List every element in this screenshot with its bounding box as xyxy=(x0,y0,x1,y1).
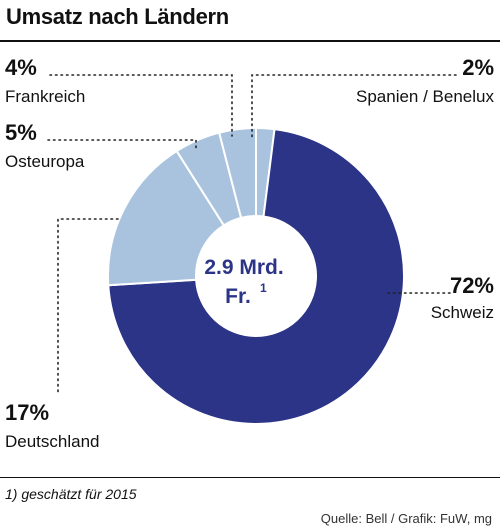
category-label-spanien: Spanien / Benelux xyxy=(356,87,494,106)
leader-lines xyxy=(47,74,457,396)
slice-labels: 4% Frankreich 2% Spanien / Benelux 5% Osteuro… xyxy=(5,55,494,451)
donut-slices xyxy=(107,126,405,425)
center-label-footnote-mark: 1 xyxy=(260,281,267,295)
center-label-unit: Fr. xyxy=(225,285,251,308)
category-label-frankreich: Frankreich xyxy=(5,87,85,106)
slice-deutschland xyxy=(107,149,226,287)
category-label-osteuropa: Osteuropa xyxy=(5,152,85,171)
leader-spanien xyxy=(251,74,457,138)
slice-schweiz xyxy=(107,128,405,425)
footnote: 1) geschätzt für 2015 xyxy=(5,486,137,502)
title-rule xyxy=(0,40,500,42)
value-label-schweiz: 72% xyxy=(450,273,494,298)
value-label-osteuropa: 5% xyxy=(5,120,37,145)
category-label-schweiz: Schweiz xyxy=(431,303,494,322)
donut-chart: 4% Frankreich 2% Spanien / Benelux 5% Osteuro… xyxy=(5,55,494,451)
source-credit: Quelle: Bell / Grafik: FuW, mg xyxy=(320,511,492,526)
center-label-value: 2.9 Mrd. xyxy=(204,256,283,279)
center-label: 2.9 Mrd. Fr. 1 xyxy=(204,256,283,308)
chart-title: Umsatz nach Ländern xyxy=(6,4,229,29)
value-label-spanien: 2% xyxy=(462,55,494,80)
leader-osteuropa xyxy=(47,139,197,149)
category-label-deutschland: Deutschland xyxy=(5,432,100,451)
leader-frankreich xyxy=(49,74,233,137)
leader-deutschland xyxy=(57,218,119,396)
footnote-rule xyxy=(0,477,500,478)
value-label-frankreich: 4% xyxy=(5,55,37,80)
value-label-deutschland: 17% xyxy=(5,400,49,425)
